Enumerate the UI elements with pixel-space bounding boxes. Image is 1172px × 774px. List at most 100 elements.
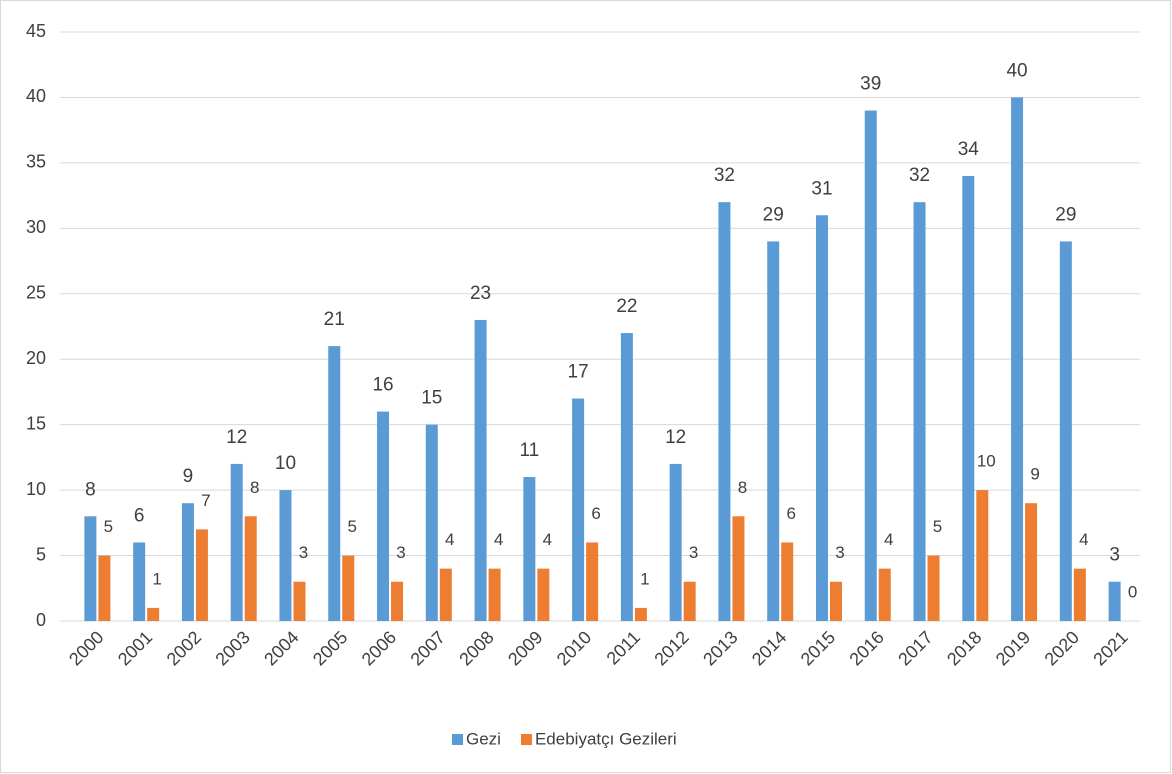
- bar: [195, 529, 208, 621]
- bar: [620, 333, 633, 621]
- bar: [829, 581, 842, 621]
- bar: [976, 490, 989, 621]
- bar: [1108, 581, 1121, 621]
- data-label: 11: [519, 440, 539, 461]
- bar: [474, 319, 487, 621]
- bar: [669, 463, 682, 621]
- legend-label: Edebiyatçı Gezileri: [535, 729, 677, 748]
- data-label: 3: [689, 543, 698, 562]
- y-tick-label: 25: [26, 283, 46, 303]
- legend: Gezi Edebiyatçı Gezileri: [452, 729, 677, 748]
- bar: [572, 398, 585, 621]
- data-label: 32: [909, 165, 930, 186]
- y-tick-label: 20: [26, 348, 46, 368]
- bar: [244, 516, 257, 621]
- bar: [147, 607, 160, 621]
- legend-label: Gezi: [466, 729, 501, 748]
- data-label: 3: [1109, 545, 1120, 566]
- bar: [84, 516, 97, 621]
- bar: [1025, 503, 1038, 621]
- bar: [586, 542, 599, 621]
- bar: [328, 346, 341, 621]
- data-label: 4: [445, 530, 454, 549]
- legend-swatch: [520, 734, 532, 745]
- data-label: 6: [591, 504, 600, 523]
- bar: [425, 424, 438, 621]
- data-label: 17: [568, 362, 589, 383]
- y-tick-label: 0: [36, 610, 46, 630]
- bar: [377, 411, 390, 621]
- bar: [523, 477, 536, 621]
- y-tick-label: 15: [26, 413, 46, 433]
- bar: [927, 555, 940, 621]
- y-tick-label: 45: [26, 21, 46, 41]
- bar: [1073, 568, 1086, 621]
- data-label: 3: [299, 543, 308, 562]
- y-tick-label: 40: [26, 86, 46, 106]
- bar: [767, 241, 780, 621]
- data-label: 32: [714, 165, 735, 186]
- bar: [293, 581, 306, 621]
- data-label: 12: [665, 427, 686, 448]
- data-label: 4: [543, 530, 552, 549]
- data-label: 6: [786, 504, 795, 523]
- bar: [230, 463, 243, 621]
- data-label: 1: [640, 569, 649, 588]
- data-label: 3: [835, 543, 844, 562]
- bar: [1059, 241, 1072, 621]
- data-label: 1: [152, 569, 161, 588]
- data-label: 29: [1055, 204, 1076, 225]
- data-label: 9: [183, 466, 194, 487]
- data-label: 9: [1030, 465, 1039, 484]
- data-label: 8: [738, 478, 747, 497]
- bar: [133, 542, 146, 621]
- bar: [864, 110, 877, 622]
- bar: [279, 490, 292, 621]
- data-label: 12: [226, 427, 247, 448]
- y-tick-label: 35: [26, 152, 46, 172]
- bar: [488, 568, 501, 621]
- bar: [718, 202, 731, 621]
- bar: [98, 555, 111, 621]
- data-label: 29: [763, 204, 784, 225]
- y-tick-label: 10: [26, 479, 46, 499]
- legend-swatch: [452, 734, 463, 745]
- data-label: 21: [324, 309, 345, 330]
- data-label: 0: [1128, 582, 1137, 601]
- data-label: 4: [884, 530, 893, 549]
- bar: [342, 555, 355, 621]
- bar: [781, 542, 794, 621]
- y-tick-label: 30: [26, 217, 46, 237]
- data-label: 10: [977, 452, 996, 471]
- data-label: 40: [1006, 60, 1027, 81]
- data-label: 31: [811, 178, 832, 199]
- bar: [962, 175, 975, 621]
- bar: [537, 568, 550, 621]
- data-label: 22: [616, 296, 637, 317]
- data-label: 8: [85, 479, 96, 500]
- data-label: 10: [275, 453, 296, 474]
- data-label: 3: [396, 543, 405, 562]
- data-label: 34: [958, 139, 980, 160]
- data-label: 5: [104, 517, 113, 536]
- bar: [634, 607, 647, 621]
- data-label: 16: [372, 375, 393, 396]
- data-label: 5: [348, 517, 357, 536]
- bar: [683, 581, 696, 621]
- data-label: 8: [250, 478, 259, 497]
- bar: [1011, 97, 1024, 621]
- bar: [181, 503, 194, 621]
- data-label: 5: [933, 517, 942, 536]
- data-label: 6: [134, 505, 145, 526]
- bar: [391, 581, 404, 621]
- data-label: 15: [421, 388, 442, 409]
- bar: [878, 568, 891, 621]
- data-label: 39: [860, 74, 881, 95]
- data-label: 4: [494, 530, 503, 549]
- y-tick-label: 5: [36, 544, 46, 564]
- bar: [815, 215, 828, 621]
- data-label: 23: [470, 283, 491, 304]
- bar: [439, 568, 452, 621]
